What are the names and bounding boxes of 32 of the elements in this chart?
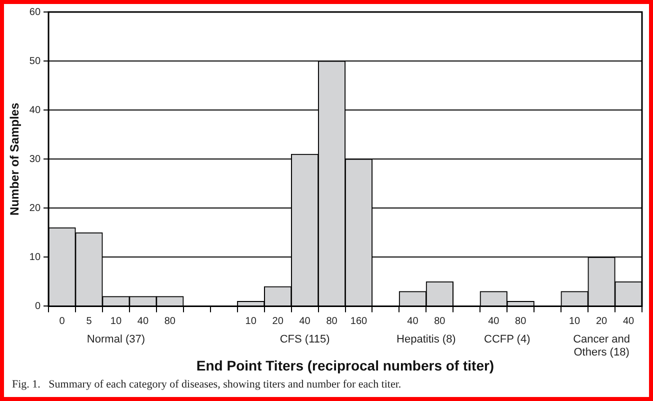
caption: Fig. 1. Summary of each category of diseases, showing titers and number for each titer. xyxy=(12,378,402,390)
x-tick-label: 10 xyxy=(110,316,122,327)
x-tick-label: 10 xyxy=(568,316,581,327)
y-tick-label: 60 xyxy=(29,6,41,18)
x-tick-label: 10 xyxy=(245,316,257,327)
x-tick-label: 40 xyxy=(622,316,635,327)
text: CFS (115) xyxy=(280,334,330,346)
y-axis-title: Number of Samples xyxy=(8,102,22,216)
x-tick-label: 40 xyxy=(299,316,311,327)
y-tick-label: 20 xyxy=(29,202,41,214)
x-tick-label: 160 xyxy=(350,316,368,327)
x-tick-label: 80 xyxy=(326,316,338,327)
x-tick-label: 80 xyxy=(434,316,446,327)
x-tick-label: 40 xyxy=(407,316,419,327)
x-tick-label: 80 xyxy=(515,316,527,327)
y-tick-label: 10 xyxy=(29,252,41,263)
x-tick-label: 40 xyxy=(137,316,149,327)
x-tick-label: 20 xyxy=(272,316,284,327)
y-tick-label: 0 xyxy=(34,300,41,312)
y-tick-label: 30 xyxy=(29,154,41,165)
text: Hepatitis (8) xyxy=(396,334,456,346)
text: Cancer and Others (18) xyxy=(573,334,630,359)
x-tick-label: 0 xyxy=(59,316,66,327)
x-tick-label: 20 xyxy=(596,316,608,327)
y-tick-label: 40 xyxy=(29,104,41,116)
x-tick-label: 80 xyxy=(164,316,176,327)
x-tick-label: 5 xyxy=(86,316,92,327)
x-axis-title: End Point Titers (reciprocal numbers of titer) xyxy=(196,357,494,374)
y-tick-label: 50 xyxy=(29,56,41,67)
text: Normal (37) xyxy=(86,334,146,346)
x-tick-label: 40 xyxy=(488,316,500,327)
text: CCFP (4) xyxy=(484,334,530,346)
